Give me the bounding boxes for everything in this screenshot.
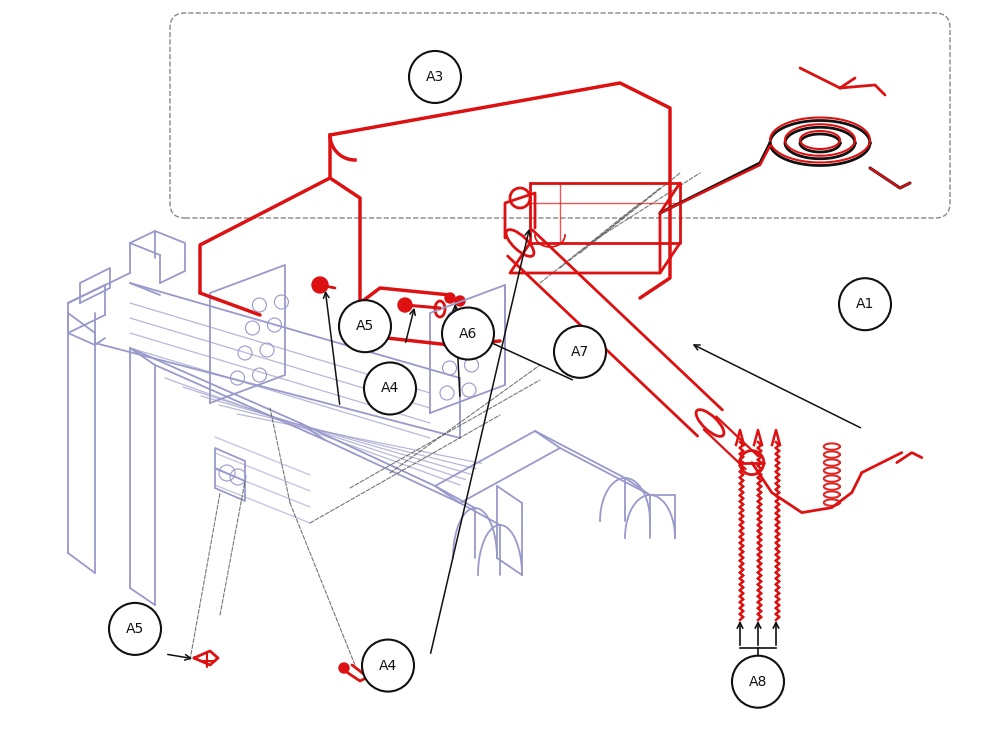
Circle shape xyxy=(339,301,391,352)
Text: A7: A7 xyxy=(571,345,589,359)
Circle shape xyxy=(732,656,784,707)
Text: A5: A5 xyxy=(126,622,144,636)
Text: A4: A4 xyxy=(379,658,397,673)
Circle shape xyxy=(362,640,414,691)
Circle shape xyxy=(839,279,891,330)
Text: A5: A5 xyxy=(356,319,374,334)
Circle shape xyxy=(364,363,416,414)
Circle shape xyxy=(409,51,461,103)
Circle shape xyxy=(445,293,455,303)
Circle shape xyxy=(339,663,349,673)
Text: A4: A4 xyxy=(381,381,399,396)
Circle shape xyxy=(109,603,161,655)
Circle shape xyxy=(455,296,465,306)
Text: A8: A8 xyxy=(749,674,767,689)
Circle shape xyxy=(442,308,494,359)
Circle shape xyxy=(312,277,328,293)
Text: A1: A1 xyxy=(856,297,874,312)
Circle shape xyxy=(398,298,412,312)
Circle shape xyxy=(554,326,606,377)
Text: A6: A6 xyxy=(459,326,477,341)
Text: A3: A3 xyxy=(426,70,444,84)
